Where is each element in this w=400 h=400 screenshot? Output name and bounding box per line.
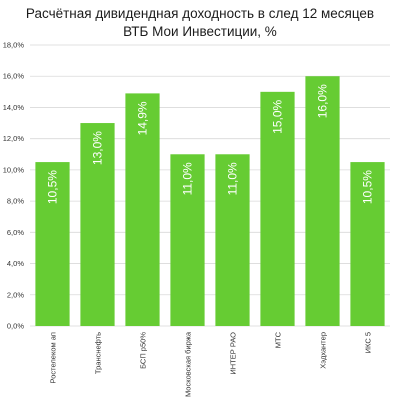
bars [35,76,385,327]
data-label: 10,5% [46,170,60,204]
data-labels: 10,5% 13,0% 14,9% 11,0% 11,0% 15,0% 16,0% 10,5% [46,84,375,204]
data-label: 13,0% [91,131,105,165]
data-label: 16,0% [316,84,330,118]
y-tick-label: 4,0% [7,259,24,268]
data-label: 14,9% [136,101,150,135]
bar [35,162,70,326]
bar [80,123,115,326]
data-label: 10,5% [361,170,375,204]
y-tick-label: 16,0% [3,72,25,81]
y-tick-label: 6,0% [7,228,24,237]
chart-title-line1: Расчётная дивидендная доходность в след … [25,6,375,21]
y-tick-label: 18,0% [3,41,25,50]
data-label: 11,0% [226,162,240,195]
bar [170,154,205,326]
category-label: Московская биржа [184,331,193,397]
y-tick-label: 0,0% [7,322,24,331]
bar [125,93,160,327]
category-label: ИКС 5 [364,332,373,353]
category-label: Ростелеком ап [49,332,58,383]
category-label: Транснефть [94,332,103,374]
category-label: Хэдхантер [319,332,328,369]
y-tick-label: 14,0% [3,103,25,112]
y-tick-label: 8,0% [7,197,24,206]
bar [350,162,385,326]
y-axis-ticks: 0,0% 2,0% 4,0% 6,0% 8,0% 10,0% 12,0% 14,0% 16,0%… [3,41,25,331]
data-label: 11,0% [181,162,195,195]
category-label: МТС [274,331,283,348]
bar [260,91,295,326]
data-label: 15,0% [271,100,285,134]
category-label: ИНТЕР РАО [229,332,238,375]
y-tick-label: 12,0% [3,134,25,143]
chart-title: Расчётная дивидендная доходность в след … [0,5,400,41]
bar [215,154,250,326]
category-label: БСП р50% [139,332,148,369]
y-tick-label: 2,0% [7,290,24,299]
x-axis-categories: Ростелеком ап Транснефть БСП р50% Московска… [49,331,373,397]
bar [305,76,340,326]
y-tick-label: 10,0% [3,165,25,174]
chart-title-line2: ВТБ Мои Инвестиции, % [123,24,277,39]
